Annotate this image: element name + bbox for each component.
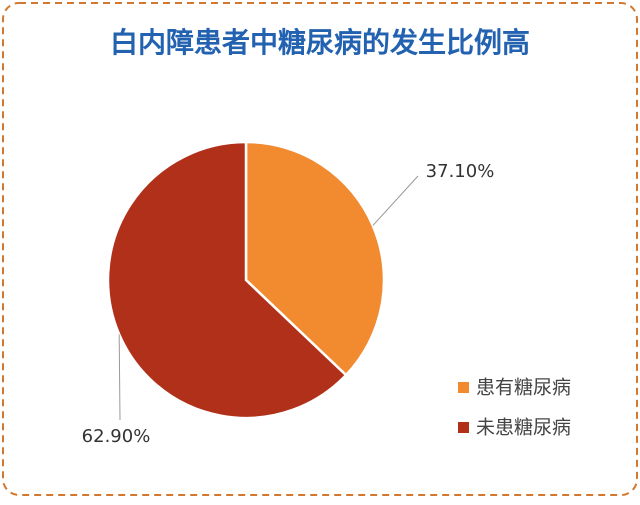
leader-line [372, 175, 419, 226]
pie-slice [106, 140, 348, 420]
legend-label: 患有糖尿病 [476, 377, 571, 399]
data-label: 62.90% [82, 426, 151, 447]
chart-title: 白内障患者中糖尿病的发生比例高 [110, 26, 530, 59]
leader-line [118, 334, 121, 421]
pie-slice [244, 140, 386, 377]
data-label: 37.10% [426, 161, 495, 182]
legend-label: 未患糖尿病 [476, 417, 571, 439]
legend-swatch [458, 382, 469, 393]
legend-swatch [458, 422, 469, 433]
